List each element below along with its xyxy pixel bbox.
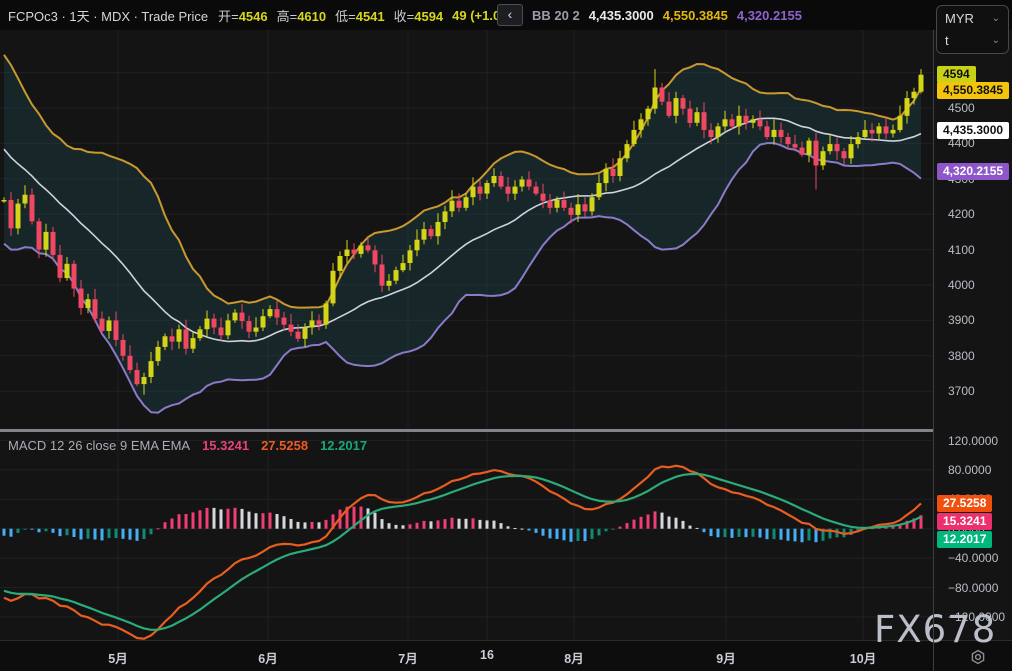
axis-settings-gear-icon[interactable]: [963, 647, 993, 667]
macd-tick: −40.0000: [948, 551, 999, 566]
macd-line-value: 27.5258: [261, 438, 309, 453]
price-tick: 3900: [948, 313, 975, 328]
bb-basis-value: 4,435.3000: [588, 7, 654, 23]
time-tick: 10月: [849, 652, 877, 666]
macd-pane[interactable]: [0, 432, 933, 640]
bb-indicator-legend: ‹ BB 20 2 4,435.3000 4,550.3845 4,320.21…: [497, 0, 802, 30]
bb-lower-value: 4,320.2155: [736, 7, 802, 23]
price-tick: 4200: [948, 207, 975, 222]
time-tick: 7月: [398, 652, 418, 666]
open-value: 4546: [238, 8, 268, 24]
macd-indicator-legend: MACD 12 26 close 9 EMA EMA 15.3241 27.52…: [8, 438, 367, 453]
open-label: 开=: [218, 8, 239, 24]
symbol-title: FCPOc3 · 1天 · MDX · Trade Price: [8, 8, 209, 24]
price-badge: 4,435.3000: [937, 122, 1010, 140]
time-tick: 5月: [108, 652, 128, 666]
low-label: 低=: [335, 8, 356, 24]
pane-resize-divider[interactable]: [0, 429, 933, 432]
time-tick: 6月: [258, 652, 278, 666]
time-tick: 8月: [564, 652, 584, 666]
macd-signal-value: 12.2017: [320, 438, 368, 453]
price-tick: 3800: [948, 348, 975, 363]
price-pane[interactable]: [0, 30, 933, 429]
macd-badge: 15.3241: [937, 512, 993, 530]
price-tick: 4100: [948, 242, 975, 257]
price-tick: 4500: [948, 101, 975, 115]
ohlc-readout: 开=4546 高=4610 低=4541 收=4594: [218, 6, 443, 25]
chevron-down-icon: ⌄: [991, 35, 1000, 46]
macd-tick: −80.0000: [948, 580, 999, 595]
currency-value: MYR: [945, 11, 974, 26]
close-label: 收=: [393, 8, 415, 24]
macd-badge: 27.5258: [937, 494, 993, 512]
fx678-watermark: FX678: [874, 608, 997, 651]
bb-indicator-label[interactable]: BB 20 2: [532, 7, 580, 23]
bb-upper-value: 4,550.3845: [662, 7, 728, 23]
collapse-chevron-button[interactable]: ‹: [497, 4, 523, 26]
time-tick: 16: [480, 648, 494, 662]
chevron-down-icon: ⌄: [991, 13, 1000, 24]
price-badge: 4,320.2155: [937, 163, 1010, 181]
price-tick: 4400: [948, 136, 975, 151]
macd-indicator-label[interactable]: MACD 12 26 close 9 EMA EMA: [8, 438, 191, 453]
macd-badge: 12.2017: [937, 530, 993, 548]
price-scale-axis[interactable]: 4600450044004300420041004000390038003700…: [933, 0, 1012, 671]
price-badge: 4,550.3845: [937, 81, 1010, 99]
macd-tick: −120.0000: [948, 609, 1006, 624]
macd-tick: 120.0000: [948, 433, 999, 448]
low-value: 4541: [355, 8, 385, 24]
close-value: 4594: [414, 8, 444, 24]
price-tick: 4000: [948, 278, 975, 292]
price-tick: 3700: [948, 384, 975, 399]
macd-tick: 80.0000: [948, 462, 992, 477]
time-tick: 9月: [716, 652, 736, 666]
unit-value: t: [945, 33, 949, 48]
high-value: 4610: [297, 8, 327, 24]
price-badge: 4594: [937, 66, 976, 84]
currency-unit-selector: MYR ⌄ t ⌄: [936, 5, 1009, 54]
chart-toolbar: FCPOc3 · 1天 · MDX · Trade Price 开=4546 高…: [0, 0, 1012, 30]
high-label: 高=: [276, 8, 298, 24]
time-scale-axis[interactable]: 5月 6月 7月 16 8月 9月 10月: [0, 640, 1012, 671]
unit-dropdown[interactable]: t ⌄: [937, 30, 1008, 52]
currency-dropdown[interactable]: MYR ⌄: [937, 8, 1008, 30]
macd-hist-value: 15.3241: [202, 438, 250, 453]
